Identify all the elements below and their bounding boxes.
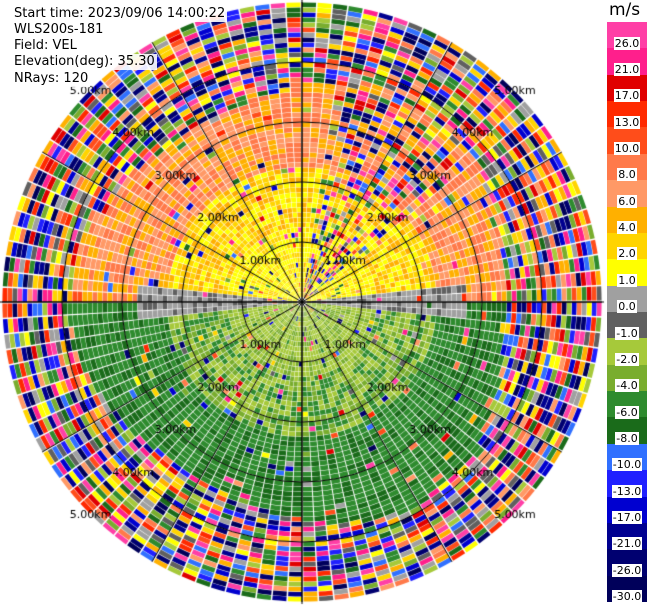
colorbar-tick-label: -10.0: [611, 458, 643, 472]
colorbar-tick-label: 21.0: [613, 62, 641, 76]
start-time-label: Start time: 2023/09/06 14:00:22: [12, 6, 228, 22]
site-label: WLS200s-181: [12, 22, 106, 38]
colorbar-tick-label: 8.0: [617, 168, 637, 182]
colorbar-tick-label: 17.0: [613, 89, 641, 103]
colorbar-tick-label: 4.0: [617, 221, 637, 235]
colorbar-tick-label: -6.0: [615, 405, 639, 419]
colorbar-tick-label: -30.0: [611, 590, 643, 604]
colorbar-tick-label: -2.0: [615, 352, 639, 366]
colorbar-tick-label: -17.0: [611, 511, 643, 525]
elevation-label: Elevation(deg): 35.30: [12, 54, 157, 70]
colorbar-tick-label: 10.0: [613, 141, 641, 155]
colorbar-tick-label: 26.0: [613, 36, 641, 50]
colorbar-tick-label: 13.0: [613, 115, 641, 129]
colorbar-tick-label: -13.0: [611, 484, 643, 498]
field-label: Field: VEL: [12, 38, 79, 54]
colorbar-tick-label: 2.0: [617, 247, 637, 261]
colorbar-tick-label: 6.0: [617, 194, 637, 208]
colorbar-tick-label: 1.0: [617, 273, 637, 287]
nrays-label: NRays: 120: [12, 71, 91, 87]
colorbar-tick-label: -26.0: [611, 563, 643, 577]
velocity-colorbar: 26.0 21.0 17.0 13.0 10.0 8.0 6.0 4.0 2.0 1.0 0.0 -1…: [607, 22, 647, 604]
colorbar-tick-label: 0.0: [617, 300, 637, 314]
colorbar-tick-label: -21.0: [611, 537, 643, 551]
colorbar-unit: m/s: [609, 0, 641, 20]
colorbar-tick-label: -4.0: [615, 379, 639, 393]
colorbar-tick-label: -8.0: [615, 431, 639, 445]
colorbar-tick-label: -1.0: [615, 326, 639, 340]
